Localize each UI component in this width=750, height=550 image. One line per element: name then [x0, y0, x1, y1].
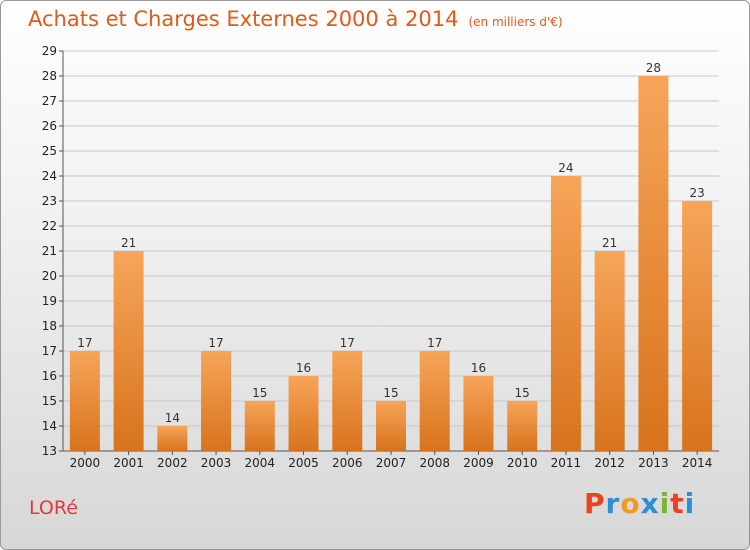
x-tick-label: 2011	[551, 456, 582, 470]
x-tick-label: 2013	[638, 456, 669, 470]
bar-value-label: 17	[427, 336, 442, 350]
bar-value-label: 16	[296, 361, 311, 375]
y-tick-label: 16	[42, 369, 57, 383]
bar-value-label: 28	[646, 61, 661, 75]
bar	[157, 426, 188, 451]
x-tick-label: 2010	[507, 456, 538, 470]
logo-letter: i	[684, 487, 696, 520]
x-tick-label: 2002	[157, 456, 188, 470]
bar	[69, 351, 100, 451]
y-tick-label: 24	[42, 169, 57, 183]
logo-letter: P	[584, 487, 606, 520]
chart-subtitle: (en milliers d'€)	[468, 15, 563, 29]
bar	[332, 351, 363, 451]
y-tick-label: 14	[42, 419, 57, 433]
bar-value-label: 17	[77, 336, 92, 350]
logo-letter: x	[640, 487, 660, 520]
y-tick-label: 28	[42, 69, 57, 83]
bar	[244, 401, 275, 451]
x-tick-label: 2009	[463, 456, 494, 470]
bar	[288, 376, 319, 451]
town-name: LORé	[29, 497, 78, 519]
bar-value-label: 24	[558, 161, 573, 175]
y-tick-label: 22	[42, 219, 57, 233]
bar-value-label: 21	[121, 236, 136, 250]
bar	[507, 401, 538, 451]
x-tick-label: 2001	[113, 456, 144, 470]
bar-value-label: 14	[165, 411, 180, 425]
bar	[463, 376, 494, 451]
logo-letter: t	[670, 487, 685, 520]
chart-title: Achats et Charges Externes 2000 à 2014 (e…	[28, 7, 563, 31]
y-tick-label: 21	[42, 244, 57, 258]
bar	[594, 251, 625, 451]
proxiti-logo: Proxiti	[584, 487, 695, 520]
y-tick-label: 27	[42, 94, 57, 108]
bar-value-label: 17	[340, 336, 355, 350]
bar	[376, 401, 406, 451]
y-tick-label: 13	[42, 444, 57, 458]
y-tick-label: 29	[42, 44, 57, 58]
y-tick-label: 20	[42, 269, 57, 283]
y-tick-label: 15	[42, 394, 57, 408]
bar	[682, 201, 713, 451]
y-tick-label: 19	[42, 294, 57, 308]
bar-value-label: 17	[208, 336, 223, 350]
bar	[113, 251, 144, 451]
bar-value-label: 21	[602, 236, 617, 250]
bar-chart: 13 14 15 16 17 18 19 20 21 22 23 24 25 26 27 28 29 17 2000…	[42, 44, 719, 470]
x-tick-label: 2014	[682, 456, 713, 470]
x-tick-label: 2003	[201, 456, 232, 470]
bar-value-label: 15	[252, 386, 267, 400]
y-tick-label: 17	[42, 344, 57, 358]
x-tick-label: 2004	[245, 456, 276, 470]
y-tick-label: 25	[42, 144, 57, 158]
logo-letter: o	[620, 487, 641, 520]
bar	[201, 351, 232, 451]
bar-value-label: 15	[383, 386, 398, 400]
y-tick-label: 26	[42, 119, 57, 133]
chart-title-text: Achats et Charges Externes 2000 à 2014	[28, 7, 459, 31]
logo-letter: i	[659, 487, 671, 520]
y-tick-label: 23	[42, 194, 57, 208]
bar-value-label: 15	[515, 386, 530, 400]
x-tick-label: 2007	[376, 456, 407, 470]
bar-value-label: 23	[689, 186, 704, 200]
bar-value-label: 16	[471, 361, 486, 375]
x-tick-label: 2006	[332, 456, 363, 470]
logo-letter: r	[605, 487, 621, 520]
bar	[638, 76, 669, 451]
y-tick-label: 18	[42, 319, 57, 333]
x-tick-label: 2005	[288, 456, 319, 470]
bar	[419, 351, 450, 451]
bar	[550, 176, 581, 451]
x-tick-label: 2012	[594, 456, 625, 470]
x-tick-label: 2008	[419, 456, 450, 470]
x-tick-label: 2000	[70, 456, 101, 470]
